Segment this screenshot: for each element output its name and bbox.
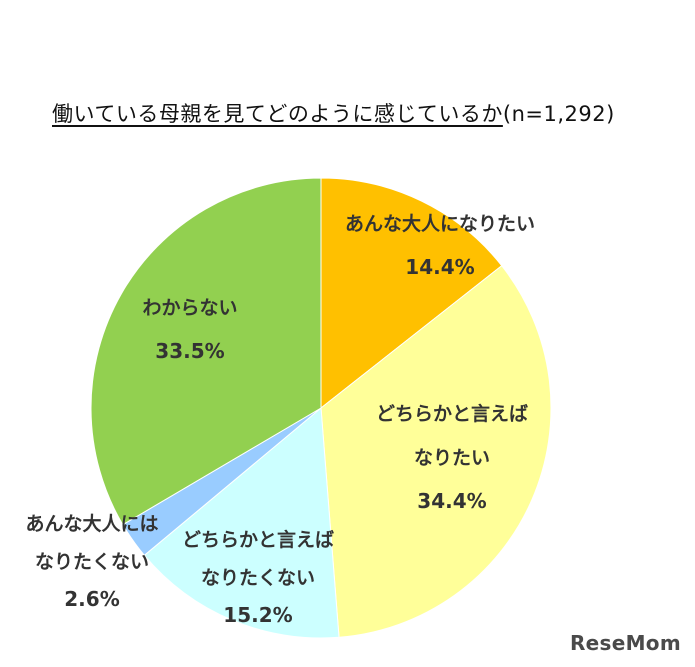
pie-slice-want-to-be: [320, 177, 503, 410]
pie-category-label-somewhat-not-want: どちらかと言えば: [182, 528, 334, 551]
pie-category-label-somewhat-want: どちらかと言えば: [376, 402, 528, 425]
pie-slices: [90, 177, 552, 639]
pie-value-label-somewhat-not-want: 15.2%: [223, 603, 292, 627]
pie-labels: あんな大人になりたい14.4%どちらかと言えばなりたい34.4%どちらかと言えば…: [25, 212, 535, 627]
chart-title: 働いている母親を見てどのように感じているか(n=1,292): [52, 98, 615, 128]
pie-value-label-dont-know: 33.5%: [155, 339, 224, 363]
chart-title-sample-size: (n=1,292): [502, 102, 615, 126]
pie-value-label-do-not-want: 2.6%: [64, 587, 119, 611]
pie-category-label-do-not-want: あんな大人には: [25, 512, 158, 535]
chart-title-main: 働いている母親を見てどのように感じているか: [52, 102, 503, 126]
pie-slice-dont-know: [90, 177, 322, 526]
pie-category-label-dont-know: わからない: [142, 297, 237, 319]
pie-category-label-somewhat-want: なりたい: [414, 447, 490, 469]
resemom-logo: ReseMom: [569, 631, 681, 655]
pie-value-label-somewhat-want: 34.4%: [417, 489, 486, 513]
pie-category-label-somewhat-not-want: なりたくない: [201, 567, 315, 589]
pie-slice-somewhat-not-want: [143, 406, 340, 639]
pie-value-label-want-to-be: 14.4%: [405, 255, 474, 279]
pie-category-label-want-to-be: あんな大人になりたい: [345, 212, 535, 235]
pie-category-label-do-not-want: なりたくない: [35, 551, 149, 573]
pie-slice-somewhat-want: [320, 265, 552, 638]
